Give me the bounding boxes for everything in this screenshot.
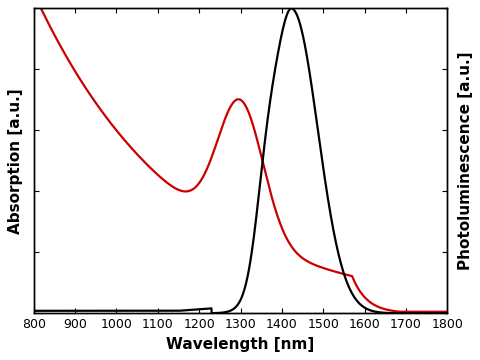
X-axis label: Wavelength [nm]: Wavelength [nm] <box>166 337 314 352</box>
Y-axis label: Photoluminescence [a.u.]: Photoluminescence [a.u.] <box>456 51 472 270</box>
Y-axis label: Absorption [a.u.]: Absorption [a.u.] <box>8 88 24 234</box>
